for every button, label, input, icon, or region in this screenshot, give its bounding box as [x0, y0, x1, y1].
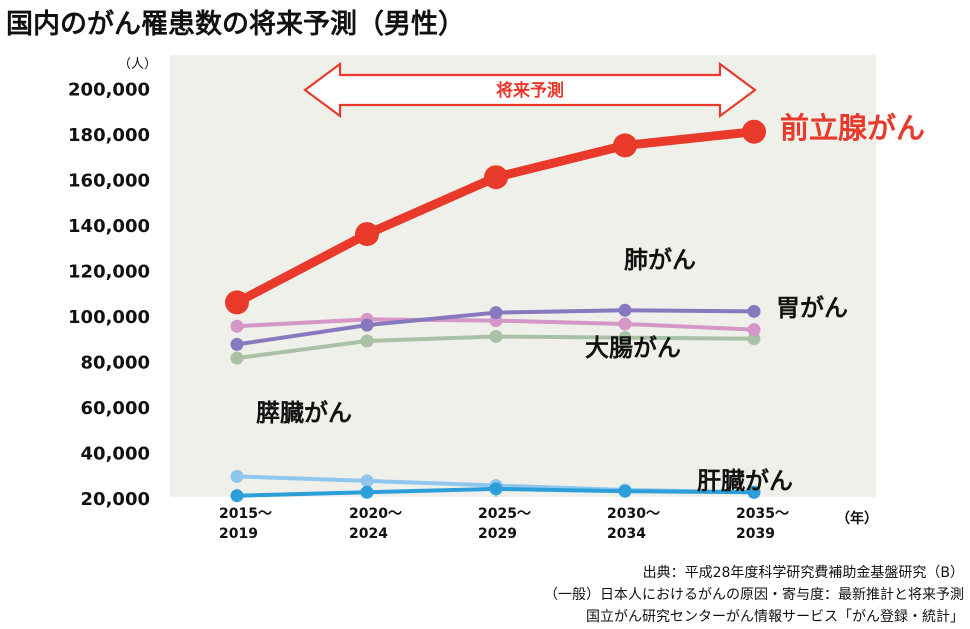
data-point: [230, 489, 244, 503]
data-point: [230, 469, 244, 483]
source-line-3: 国立がん研究センターがん情報サービス「がん登録・統計」: [586, 609, 964, 625]
data-point: [618, 484, 632, 498]
x-tick-label-line2: 2039: [736, 526, 775, 542]
x-tick-label-line2: 2019: [219, 526, 258, 542]
series-label-lung: 肺がん: [624, 246, 696, 274]
data-point: [618, 317, 632, 331]
forecast-label: 将来予測: [496, 80, 564, 101]
x-tick-label-line1: 2015～: [219, 506, 272, 522]
y-tick-label: 80,000: [81, 353, 150, 374]
data-point: [230, 351, 244, 365]
x-tick-label-line1: 2020～: [349, 506, 402, 522]
source-line-1: 出典：平成28年度科学研究費補助金基盤研究（B）: [643, 564, 964, 581]
data-point: [355, 222, 379, 247]
data-point: [230, 319, 244, 333]
x-axis-ticks: 2015～ 2019 2020～ 2024 2025～ 2029 2030～ 2034 2035…: [219, 489, 789, 542]
y-tick-label: 60,000: [81, 398, 150, 419]
data-point: [484, 165, 508, 190]
series-3: [230, 330, 761, 365]
data-point: [489, 306, 503, 320]
data-point: [618, 303, 632, 317]
data-point: [360, 334, 374, 348]
data-point: [360, 474, 374, 488]
y-tick-label: 20,000: [81, 489, 150, 510]
y-tick-label: 180,000: [68, 125, 150, 146]
y-tick-label: 100,000: [68, 307, 150, 328]
forecast-arrow-shape: [303, 61, 757, 119]
data-point: [747, 485, 761, 499]
series-label-pancreas: 膵臓がん: [256, 399, 352, 427]
x-tick-label-line2: 2029: [478, 526, 517, 542]
data-point: [747, 323, 761, 337]
data-point: [618, 331, 632, 345]
data-point: [747, 304, 761, 318]
forecast-arrow: 将来予測: [303, 61, 757, 119]
x-tick-label-line1: 2025～: [478, 506, 531, 522]
series-label-prostate: 前立腺がん: [780, 111, 925, 145]
data-point: [742, 119, 766, 144]
series-lines: [225, 119, 766, 503]
series-0: [225, 119, 766, 315]
series-label-liver: 肝臓がん: [697, 467, 793, 495]
x-tick-label-line1: 2030～: [607, 506, 660, 522]
plot-area: [170, 55, 876, 497]
y-tick-label: 120,000: [68, 262, 150, 283]
data-point: [360, 485, 374, 499]
data-point: [613, 133, 637, 158]
data-point: [225, 290, 249, 315]
chart-title: 国内のがん罹患数の将来予測（男性）: [6, 8, 465, 40]
x-tick-label-line2: 2024: [349, 526, 388, 542]
y-axis-unit: （人）: [118, 57, 157, 72]
series-labels: 前立腺がん 肺がん 胃がん 大腸がん 膵臓がん 肝臓がん: [256, 111, 925, 495]
data-point: [360, 318, 374, 332]
data-point: [489, 330, 503, 343]
source-note: 出典：平成28年度科学研究費補助金基盤研究（B） （一般）日本人におけるがんの原…: [544, 564, 964, 625]
y-tick-label: 160,000: [68, 171, 150, 192]
series-label-stomach: 胃がん: [776, 294, 848, 322]
x-axis-unit: （年）: [836, 510, 878, 527]
y-tick-label: 40,000: [81, 444, 150, 465]
source-line-2: （一般）日本人におけるがんの原因・寄与度：最新推計と将来予測: [544, 586, 964, 603]
series-1: [230, 303, 761, 351]
series-label-colorectal: 大腸がん: [585, 334, 681, 362]
x-tick-label-line1: 2035～: [736, 506, 789, 522]
y-axis-ticks: 20,000 40,000 60,000 80,000 100,000 120,000 14…: [68, 80, 150, 511]
data-point: [489, 482, 503, 496]
y-tick-label: 140,000: [68, 216, 150, 237]
data-point: [747, 332, 761, 346]
data-point: [230, 337, 244, 351]
series-5: [230, 482, 761, 503]
y-tick-label: 200,000: [68, 80, 150, 101]
x-tick-label-line2: 2034: [607, 526, 646, 542]
